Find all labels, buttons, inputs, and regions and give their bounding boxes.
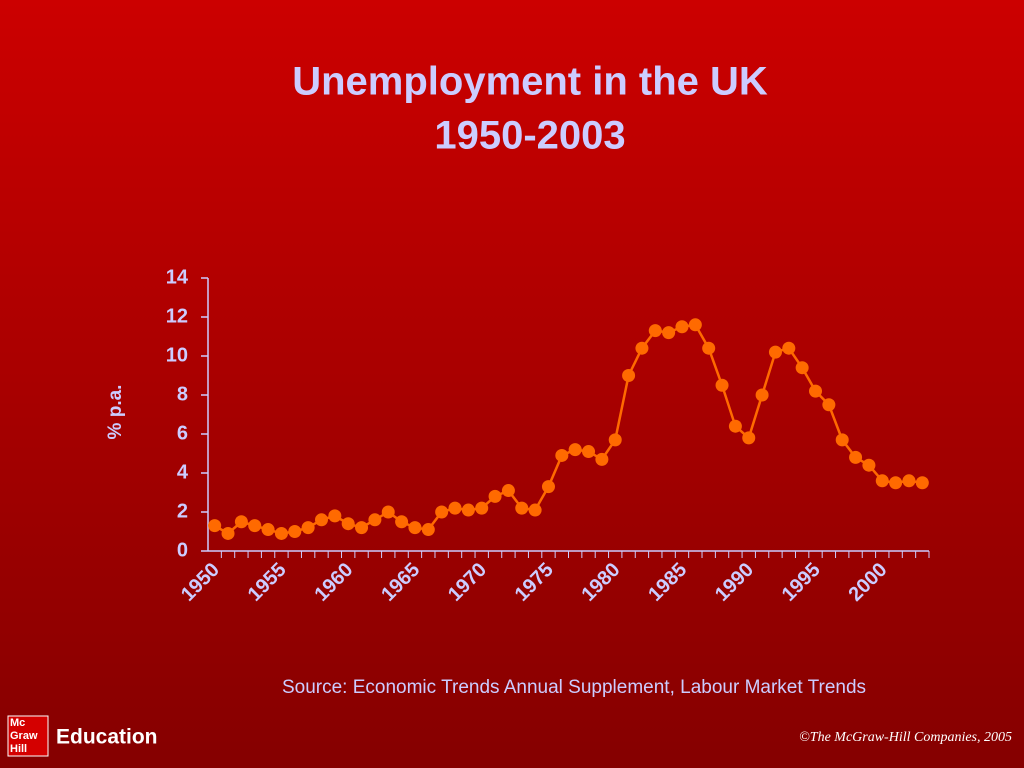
y-tick-label: 12 xyxy=(166,305,188,327)
data-point xyxy=(475,501,489,515)
y-axis-label: % p.a. xyxy=(105,385,126,440)
logo-text: Graw xyxy=(10,730,38,742)
data-point xyxy=(408,521,422,535)
logo-text: Mc xyxy=(10,717,25,729)
brand: Education xyxy=(56,726,158,749)
data-point xyxy=(755,388,769,402)
data-point xyxy=(368,513,382,527)
y-tick-label: 6 xyxy=(177,422,188,444)
y-tick-label: 14 xyxy=(166,266,189,288)
data-point xyxy=(782,341,796,355)
data-point xyxy=(608,433,622,447)
y-tick-label: 0 xyxy=(177,539,188,561)
logo-text: Hill xyxy=(10,743,27,755)
data-point xyxy=(555,448,569,462)
chart-title: Unemployment in the UK xyxy=(292,60,768,104)
data-point xyxy=(448,501,462,515)
data-point xyxy=(328,509,342,523)
data-point xyxy=(341,517,355,531)
source-note: Source: Economic Trends Annual Supplemen… xyxy=(282,677,866,698)
data-point xyxy=(541,480,555,494)
data-point xyxy=(568,443,582,457)
data-point xyxy=(675,320,689,334)
data-point xyxy=(221,526,235,540)
data-point xyxy=(501,484,515,498)
data-point xyxy=(849,450,863,464)
data-point xyxy=(822,398,836,412)
data-point xyxy=(381,505,395,519)
y-tick-label: 10 xyxy=(166,344,188,366)
data-point xyxy=(248,519,262,533)
chart-subtitle: 1950-2003 xyxy=(434,114,625,158)
data-point xyxy=(915,476,929,490)
data-point xyxy=(662,326,676,340)
data-point xyxy=(728,419,742,433)
data-point xyxy=(715,378,729,392)
data-point xyxy=(875,474,889,488)
data-point xyxy=(889,476,903,490)
data-point xyxy=(595,452,609,466)
data-point xyxy=(301,521,315,535)
data-point xyxy=(208,519,222,533)
data-point xyxy=(635,341,649,355)
data-point xyxy=(274,526,288,540)
data-point xyxy=(314,513,328,527)
data-point xyxy=(835,433,849,447)
data-point xyxy=(742,431,756,445)
logo-box xyxy=(7,715,49,757)
data-point xyxy=(528,503,542,517)
data-point xyxy=(515,501,529,515)
data-point xyxy=(622,369,636,382)
data-point xyxy=(461,503,475,517)
data-point xyxy=(488,489,502,503)
data-point xyxy=(702,341,716,355)
data-point xyxy=(809,384,823,398)
y-tick-label: 2 xyxy=(177,500,188,522)
data-point xyxy=(688,318,702,332)
data-point xyxy=(261,523,275,537)
data-point xyxy=(582,445,596,459)
data-point xyxy=(862,458,876,472)
copyright: ©The McGraw-Hill Companies, 2005 xyxy=(799,730,1012,745)
data-point xyxy=(288,525,302,538)
data-point xyxy=(795,361,809,375)
data-point xyxy=(355,521,369,535)
data-point xyxy=(768,345,782,359)
data-point xyxy=(421,523,435,537)
y-tick-label: 4 xyxy=(177,461,189,483)
data-point xyxy=(902,474,916,488)
y-tick-label: 8 xyxy=(177,383,188,405)
data-point xyxy=(648,324,662,338)
data-point xyxy=(395,515,409,529)
data-point xyxy=(234,515,248,529)
data-point xyxy=(435,505,449,519)
